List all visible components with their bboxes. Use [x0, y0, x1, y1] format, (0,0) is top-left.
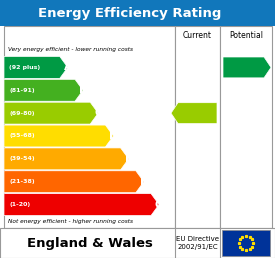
Polygon shape	[223, 57, 271, 78]
Bar	[220, 26, 272, 228]
Text: A: A	[64, 62, 72, 72]
Polygon shape	[4, 57, 68, 78]
Text: Current: Current	[183, 30, 212, 39]
Text: Not energy efficient - higher running costs: Not energy efficient - higher running co…	[8, 220, 133, 224]
Text: Potential: Potential	[229, 30, 263, 39]
Text: 100: 100	[236, 62, 256, 72]
Text: (55-68): (55-68)	[9, 133, 35, 139]
Bar	[175, 26, 220, 228]
Polygon shape	[4, 125, 113, 147]
Text: Energy Efficiency Rating: Energy Efficiency Rating	[38, 6, 221, 20]
Bar	[0, 228, 275, 258]
Text: England & Wales: England & Wales	[27, 237, 152, 249]
Text: D: D	[109, 131, 118, 141]
Text: (92 plus): (92 plus)	[9, 65, 40, 70]
Text: (1-20): (1-20)	[9, 202, 30, 207]
Bar	[4, 26, 175, 228]
Text: C: C	[94, 108, 102, 118]
Bar	[0, 0, 275, 26]
Polygon shape	[4, 148, 129, 170]
Bar	[222, 230, 270, 256]
Polygon shape	[171, 103, 217, 124]
Text: (39-54): (39-54)	[9, 156, 35, 161]
Text: (69-80): (69-80)	[9, 111, 34, 116]
Text: 2002/91/EC: 2002/91/EC	[177, 244, 218, 250]
Text: Very energy efficient - lower running costs: Very energy efficient - lower running co…	[8, 47, 133, 52]
Polygon shape	[4, 102, 98, 124]
Polygon shape	[4, 171, 144, 193]
Polygon shape	[4, 79, 83, 101]
Polygon shape	[4, 194, 159, 215]
Text: F: F	[140, 177, 148, 187]
Text: B: B	[79, 85, 87, 95]
Text: 80: 80	[191, 108, 204, 118]
Text: EU Directive: EU Directive	[176, 236, 219, 242]
Text: G: G	[155, 200, 164, 209]
Text: (81-91): (81-91)	[9, 88, 35, 93]
Text: E: E	[125, 154, 133, 164]
Text: (21-38): (21-38)	[9, 179, 35, 184]
